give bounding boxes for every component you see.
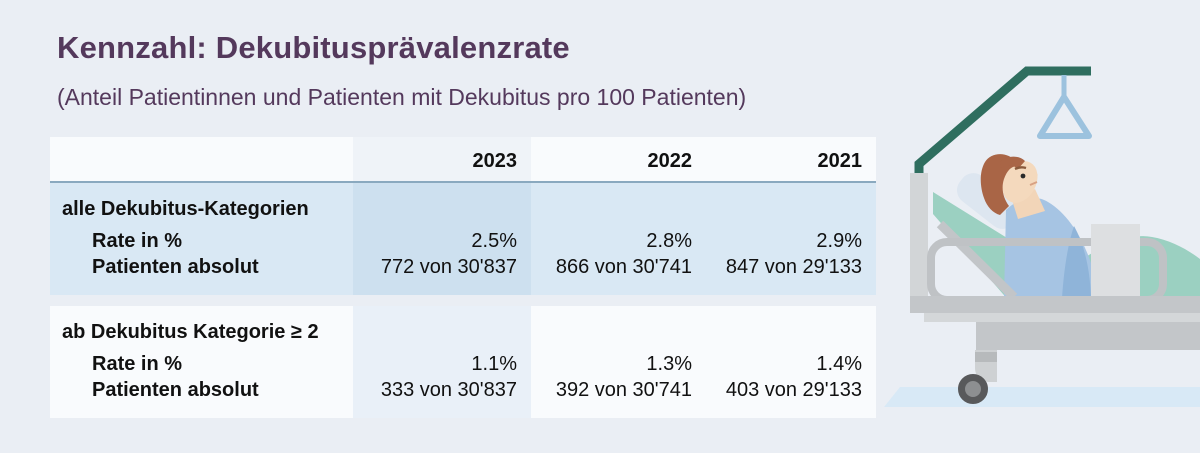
column-header-2022: 2022 <box>647 150 693 172</box>
group-label: ab Dekubitus Kategorie ≥ 2 <box>62 321 319 343</box>
absolute-2022: 866 von 30'741 <box>555 256 692 278</box>
patient-head <box>980 154 1045 219</box>
rate-2023: 1.1% <box>471 353 517 375</box>
absolute-2021: 847 von 29'133 <box>725 256 862 278</box>
hair <box>980 154 1018 215</box>
absolute-2021: 403 von 29'133 <box>725 379 862 401</box>
table-header-row: 2023 2022 2021 <box>50 137 876 183</box>
absolute-2023: 333 von 30'837 <box>380 379 517 401</box>
column-header-2023: 2023 <box>472 150 518 172</box>
table-group-all-categories: alle Dekubitus-Kategorien Rate in % 2.5%… <box>50 183 876 295</box>
highlight-column-header <box>353 137 531 181</box>
trapeze-handle-icon <box>1037 94 1092 139</box>
backrest-strut <box>936 220 1018 301</box>
bed-control-panel <box>1091 224 1140 297</box>
absolute-2023: 772 von 30'837 <box>380 256 517 278</box>
table-corner-cell <box>50 173 353 181</box>
row-label-rate: Rate in % <box>92 353 183 375</box>
rate-2023: 2.5% <box>471 230 517 252</box>
page-title: Kennzahl: Dekubitusprävalenzrate <box>57 30 570 65</box>
floor <box>884 387 1200 407</box>
highlight-column-block2 <box>353 306 531 418</box>
rate-2021: 1.4% <box>816 353 862 375</box>
row-label-absolute: Patienten absolut <box>92 379 259 401</box>
row-label-absolute: Patienten absolut <box>92 256 259 278</box>
group-label: alle Dekubitus-Kategorien <box>62 198 309 220</box>
mouth <box>1029 181 1038 186</box>
rate-2022: 1.3% <box>646 353 692 375</box>
nose <box>1027 165 1038 180</box>
rate-2022: 2.8% <box>646 230 692 252</box>
rate-2021: 2.9% <box>816 230 862 252</box>
column-header-2021: 2021 <box>817 150 863 172</box>
bed-frame <box>910 296 1200 382</box>
row-label-rate: Rate in % <box>92 230 183 252</box>
patient-in-hospital-bed-illustration <box>884 66 1200 407</box>
hair-fringe <box>1000 156 1025 169</box>
prevalence-table: 2023 2022 2021 alle Dekubitus-Kategorien… <box>50 137 876 418</box>
table-group-category-2-plus: ab Dekubitus Kategorie ≥ 2 Rate in % 1.1… <box>50 306 876 418</box>
eyebrow <box>1014 166 1027 171</box>
page-subtitle: (Anteil Patientinnen und Patienten mit D… <box>57 84 747 110</box>
highlight-column-block1 <box>353 183 531 295</box>
bed-wheel-icon <box>958 374 988 404</box>
eye <box>1020 173 1026 179</box>
bed-post <box>910 173 928 299</box>
absolute-2022: 392 von 30'741 <box>555 379 692 401</box>
